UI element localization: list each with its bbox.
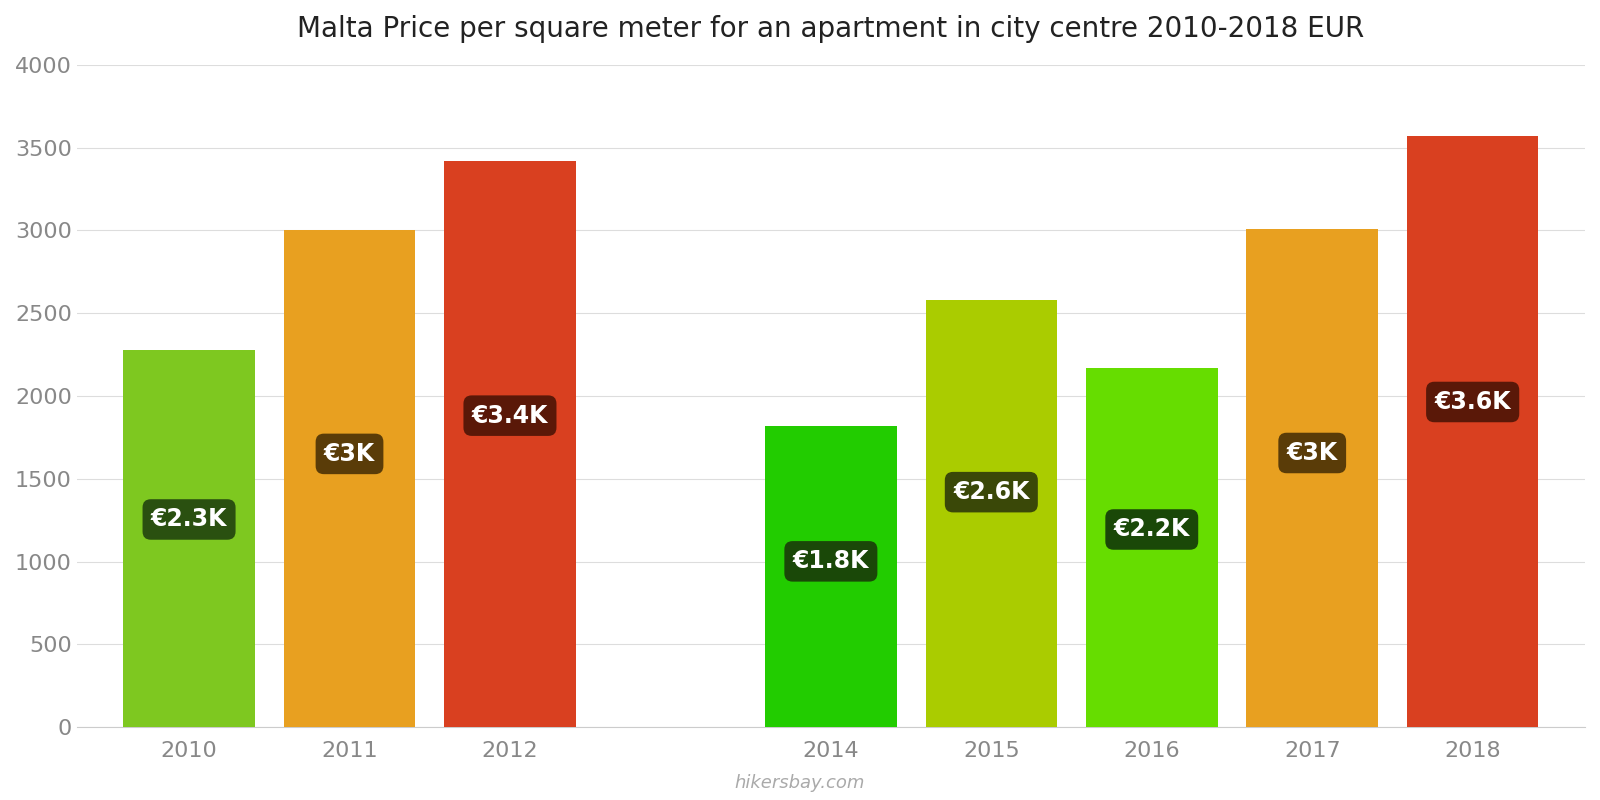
Text: €3K: €3K: [323, 442, 374, 466]
Text: €1.8K: €1.8K: [792, 550, 869, 574]
Bar: [445, 161, 576, 727]
Bar: [765, 426, 896, 727]
Text: €2.2K: €2.2K: [1114, 518, 1190, 542]
Bar: [1086, 368, 1218, 727]
Text: €2.3K: €2.3K: [150, 507, 227, 531]
Text: €3.4K: €3.4K: [472, 404, 549, 428]
Text: €3K: €3K: [1286, 441, 1338, 465]
Title: Malta Price per square meter for an apartment in city centre 2010-2018 EUR: Malta Price per square meter for an apar…: [298, 15, 1365, 43]
Bar: [925, 300, 1058, 727]
Bar: [1246, 229, 1378, 727]
Text: hikersbay.com: hikersbay.com: [734, 774, 866, 792]
Text: €3.6K: €3.6K: [1434, 390, 1510, 414]
Bar: [1406, 136, 1539, 727]
Bar: [123, 350, 254, 727]
Text: €2.6K: €2.6K: [954, 480, 1029, 504]
Bar: [283, 230, 416, 727]
